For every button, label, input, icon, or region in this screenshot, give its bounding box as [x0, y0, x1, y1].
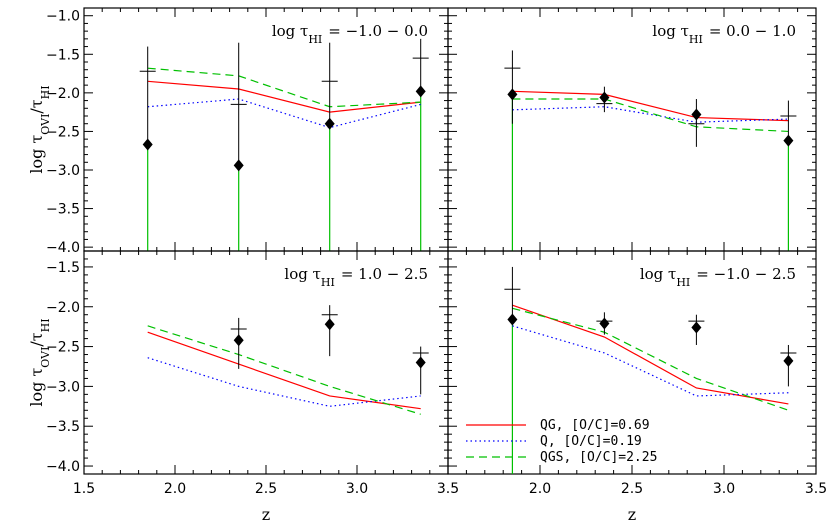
x-tick-label: 2.0 — [164, 481, 186, 497]
y-tick-label: −2.0 — [46, 300, 80, 316]
panel-frame — [83, 7, 449, 252]
x-tick-label: 1.5 — [73, 481, 95, 497]
y-tick-label: −3.0 — [46, 379, 80, 395]
data-point-diamond — [142, 138, 153, 151]
legend-label: QGS, [O/C]=2.25 — [540, 450, 657, 465]
panel-title: log τHI = −1.0 − 0.0 — [272, 22, 428, 46]
series-line-solid — [512, 304, 789, 405]
y-tick-label: −4.0 — [46, 459, 80, 475]
series-line-solid — [147, 331, 421, 410]
y-tick-label: −3.5 — [46, 419, 80, 435]
y-tick-label: −3.0 — [46, 163, 80, 179]
y-tick-label: −2.5 — [46, 340, 80, 356]
panel-title: log τHI = 1.0 − 2.5 — [284, 265, 428, 289]
data-point-diamond — [233, 159, 244, 172]
panel-bottom-right: 2.0 2.5 3.0 3.5 log τHI = −1.0 − 2.5 — [447, 250, 827, 497]
x-tick-label: 3.5 — [437, 481, 459, 497]
data-point-diamond — [691, 321, 702, 334]
y-tick-label: −1.5 — [46, 260, 80, 276]
series-line-dotted — [147, 98, 421, 129]
panels-group: −1.0 −1.5 −2.0 −2.5 −3.0 −3.5 −4.0 log τOVI/τHI… — [27, 7, 827, 497]
x-tick-label: 3.5 — [805, 481, 827, 497]
series-line-dotted — [512, 106, 789, 123]
panel-bottom-left: −1.5 −2.0 −2.5 −3.0 −3.5 −4.0 log τOVI/τHI 1.5 2… — [27, 250, 459, 497]
data-point-diamond — [783, 354, 794, 367]
data-point-diamond — [507, 88, 518, 101]
data-point-diamond — [691, 108, 702, 121]
y-tick-label: −3.5 — [46, 202, 80, 218]
panel-frame — [83, 250, 449, 475]
panel-title: log τHI = −1.0 − 2.5 — [640, 265, 796, 289]
y-tick-label: −4.0 — [46, 240, 80, 256]
y-axis-title: log τOVI/τHI — [27, 85, 52, 173]
series-line-dashed — [147, 325, 421, 415]
x-tick-label: 2.0 — [529, 481, 551, 497]
data-point-diamond — [415, 356, 426, 369]
legend-label: Q, [O/C]=0.19 — [540, 434, 642, 449]
data-point-diamond — [599, 317, 610, 330]
x-tick-label: 2.5 — [621, 481, 643, 497]
panel-top-right: log τHI = 0.0 − 1.0 — [447, 7, 817, 252]
panel-top-left: −1.0 −1.5 −2.0 −2.5 −3.0 −3.5 −4.0 log τOVI/τHI… — [27, 7, 449, 256]
data-point-diamond — [507, 313, 518, 326]
y-tick-label: −2.0 — [46, 86, 80, 102]
data-point-diamond — [599, 91, 610, 104]
data-point-diamond — [324, 318, 335, 331]
series-line-dashed — [512, 98, 789, 133]
y-tick-label: −1.0 — [46, 9, 80, 25]
data-point-diamond — [415, 85, 426, 98]
x-axis-title-left: z — [262, 505, 270, 524]
y-tick-label: −2.5 — [46, 124, 80, 140]
series-line-dashed — [147, 67, 421, 108]
series-line-solid — [147, 80, 421, 113]
series-line-dashed — [512, 307, 789, 411]
series-line-dotted — [512, 325, 789, 397]
series-line-dotted — [147, 357, 421, 407]
y-tick-label: −1.5 — [46, 47, 80, 63]
y-axis-title: log τOVI/τHI — [27, 318, 52, 406]
legend-label: QG, [O/C]=0.69 — [540, 418, 650, 433]
data-point-diamond — [783, 134, 794, 147]
series-line-solid — [512, 90, 789, 122]
x-tick-label: 3.0 — [346, 481, 368, 497]
x-tick-label: 3.0 — [713, 481, 735, 497]
panel-title: log τHI = 0.0 − 1.0 — [652, 22, 796, 46]
x-tick-label: 2.5 — [255, 481, 277, 497]
data-point-diamond — [324, 117, 335, 130]
x-axis-title-right: z — [628, 505, 636, 524]
data-point-diamond — [233, 334, 244, 347]
